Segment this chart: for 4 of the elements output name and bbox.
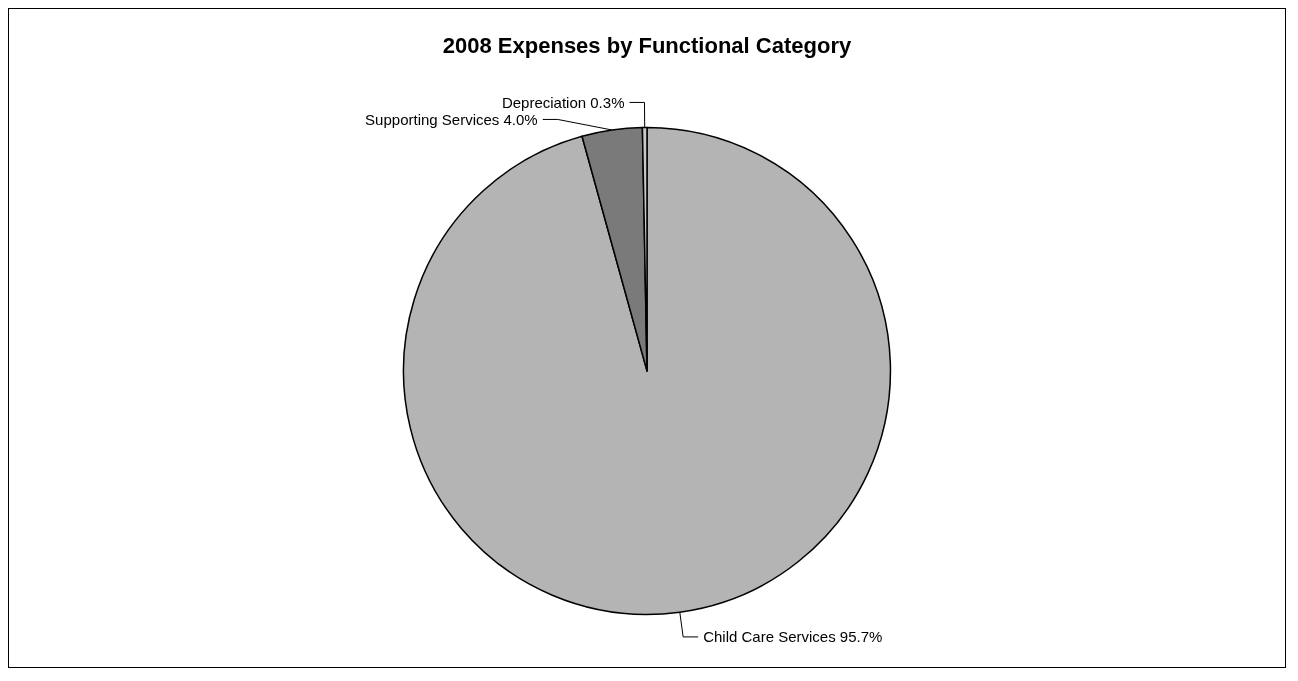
chart-title: 2008 Expenses by Functional Category bbox=[442, 32, 852, 58]
slice-label: Supporting Services 4.0% bbox=[365, 110, 538, 128]
slice-label: Child Care Services 95.7% bbox=[703, 628, 883, 646]
slice-label: Depreciation 0.3% bbox=[501, 93, 625, 111]
